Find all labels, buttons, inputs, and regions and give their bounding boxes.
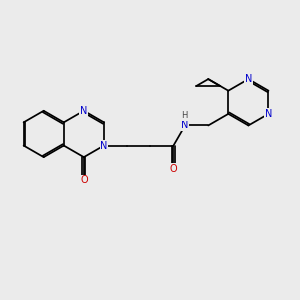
Text: N: N bbox=[245, 74, 252, 84]
Text: H: H bbox=[182, 112, 188, 121]
Text: N: N bbox=[265, 109, 272, 119]
Text: O: O bbox=[170, 164, 177, 174]
Text: O: O bbox=[80, 175, 88, 185]
Text: N: N bbox=[100, 140, 108, 151]
Text: N: N bbox=[80, 106, 88, 116]
Text: N: N bbox=[182, 121, 189, 130]
